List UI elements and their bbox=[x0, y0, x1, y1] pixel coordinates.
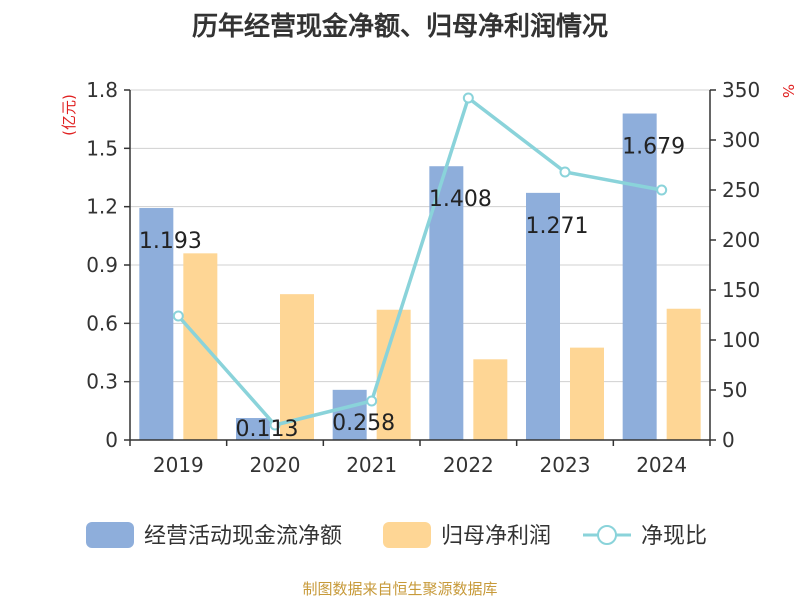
legend-item-operating-cashflow-swatch bbox=[86, 522, 134, 548]
left-tick-label: 1.5 bbox=[86, 136, 118, 160]
x-tick-label: 2024 bbox=[636, 453, 687, 477]
axes: 0 0.3 0.6 0.9 1.2 1.5 1.8 0 50 100 150 200 250 300 350… bbox=[60, 78, 797, 477]
bar-operating-cashflow bbox=[236, 418, 270, 440]
line-point bbox=[462, 92, 474, 104]
line-point bbox=[656, 184, 668, 196]
left-tick-label: 0 bbox=[105, 428, 118, 452]
bar-net-profit bbox=[570, 347, 604, 440]
legend-item-net-profit-label: 归母净利润 bbox=[441, 524, 551, 549]
source-note: 制图数据来自恒生聚源数据库 bbox=[302, 580, 498, 598]
bar-net-profit bbox=[666, 308, 701, 440]
line-point bbox=[269, 419, 281, 431]
bar-data-label: 0.258 bbox=[332, 411, 395, 436]
right-tick-label: 200 bbox=[722, 228, 760, 252]
left-tick-label: 1.8 bbox=[86, 78, 118, 102]
line-series bbox=[172, 92, 668, 431]
right-tick-label: 250 bbox=[722, 178, 760, 202]
legend-item-cash-ratio-swatch-marker bbox=[597, 525, 617, 545]
left-tick-label: 1.2 bbox=[86, 195, 118, 219]
right-tick-label: 100 bbox=[722, 328, 760, 352]
legend-item-cash-ratio[interactable]: 净现比 bbox=[583, 524, 707, 549]
legend-item-net-profit[interactable]: 归母净利润 bbox=[383, 522, 551, 549]
right-tick-label: 50 bbox=[722, 378, 747, 402]
chart-title: 历年经营现金净额、归母净利润情况 bbox=[191, 12, 608, 42]
bar-operating-cashflow bbox=[429, 166, 464, 440]
line-cash-ratio bbox=[177, 95, 662, 427]
bar-operating-cashflow bbox=[332, 389, 367, 440]
bar-data-label: 1.408 bbox=[429, 187, 492, 212]
data-labels: 1.193 0.113 0.258 1.408 1.271 1.679 bbox=[139, 135, 685, 442]
right-tick-label: 150 bbox=[722, 278, 760, 302]
x-tick-label: 2022 bbox=[443, 453, 494, 477]
line-point bbox=[366, 395, 378, 407]
bar-data-label: 1.193 bbox=[139, 229, 202, 254]
x-tick-label: 2019 bbox=[153, 453, 204, 477]
left-tick-label: 0.3 bbox=[86, 370, 118, 394]
bar-data-label: 0.113 bbox=[236, 417, 299, 442]
right-tick-label: 300 bbox=[722, 128, 760, 152]
x-tick-label: 2020 bbox=[250, 453, 301, 477]
left-axis-label: (亿元) bbox=[60, 94, 78, 136]
bar-net-profit bbox=[473, 359, 508, 440]
right-tick-label: 350 bbox=[722, 78, 760, 102]
line-point bbox=[559, 166, 571, 178]
legend[interactable]: 经营活动现金流净额 归母净利润 净现比 bbox=[86, 522, 707, 549]
bar-data-label: 1.271 bbox=[526, 214, 589, 239]
x-tick-label: 2021 bbox=[346, 453, 397, 477]
grid bbox=[130, 89, 710, 383]
bar-operating-cashflow bbox=[622, 113, 657, 441]
left-tick-label: 0.6 bbox=[86, 311, 118, 335]
bar-operating-cashflow bbox=[526, 192, 560, 440]
bars bbox=[139, 113, 701, 441]
right-axis-label: % bbox=[779, 84, 797, 98]
bar-net-profit bbox=[183, 253, 218, 440]
left-tick-label: 0.9 bbox=[86, 253, 118, 277]
legend-item-cash-ratio-label: 净现比 bbox=[641, 524, 707, 549]
line-point bbox=[172, 310, 184, 322]
right-tick-label: 0 bbox=[722, 428, 735, 452]
x-tick-label: 2023 bbox=[540, 453, 591, 477]
bar-operating-cashflow bbox=[139, 208, 174, 440]
legend-item-operating-cashflow-label: 经营活动现金流净额 bbox=[144, 524, 342, 549]
legend-item-operating-cashflow[interactable]: 经营活动现金流净额 bbox=[86, 522, 342, 549]
bar-data-label: 1.679 bbox=[622, 135, 685, 160]
legend-item-net-profit-swatch bbox=[383, 522, 431, 548]
